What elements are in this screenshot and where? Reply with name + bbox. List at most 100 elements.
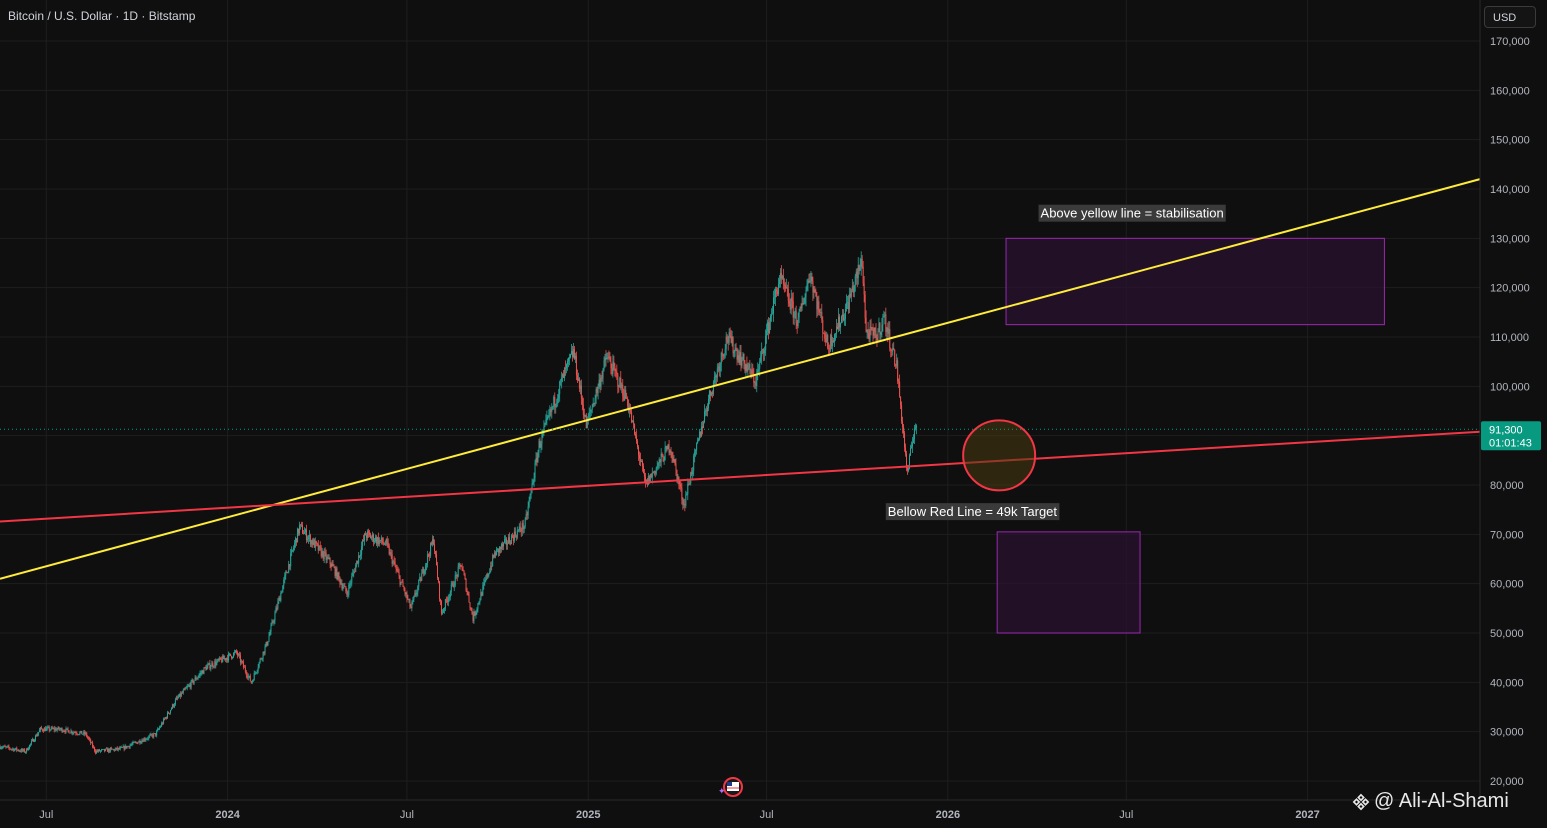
candle-body: [282, 585, 284, 593]
candle-body: [480, 592, 482, 601]
symbol-title[interactable]: Bitcoin / U.S. Dollar · 1D · Bitstamp: [8, 9, 196, 23]
candle-body: [412, 599, 414, 603]
candle-body: [804, 297, 806, 304]
candle-body: [829, 348, 831, 350]
candle-body: [144, 738, 146, 741]
target-zone-rect[interactable]: [1005, 237, 1385, 326]
candle-body: [888, 328, 890, 334]
candle-body: [765, 336, 767, 351]
candle-body: [287, 572, 289, 574]
candle-body: [630, 410, 632, 412]
candle-body: [281, 592, 283, 594]
price-axis-panel[interactable]: [1480, 0, 1547, 800]
candle-body: [582, 404, 584, 415]
candle-body: [203, 667, 205, 674]
candle-body: [314, 541, 316, 548]
candle-body: [237, 654, 239, 656]
candle-body: [252, 680, 254, 682]
candle-body: [474, 611, 476, 616]
candle-body: [772, 313, 774, 315]
candle-body: [290, 553, 292, 567]
trendlines[interactable]: [0, 178, 1481, 580]
candle-body: [10, 748, 12, 750]
candle-body: [255, 672, 257, 674]
annotation-labels[interactable]: Above yellow line = stabilisation Bellow …: [885, 204, 1226, 521]
candle-body: [300, 524, 302, 526]
candle-body: [854, 275, 856, 286]
candle-body: [149, 735, 151, 737]
candle-body: [736, 349, 738, 360]
candle-body: [182, 690, 184, 693]
candle-body: [152, 734, 154, 737]
rectangle-zones[interactable]: [996, 237, 1385, 634]
candle-body: [165, 717, 167, 719]
candle-body: [62, 731, 64, 732]
candle-body: [729, 332, 731, 336]
candle-body: [280, 592, 282, 601]
candle-body: [204, 667, 206, 669]
yellow-trendline[interactable]: [0, 178, 1481, 580]
candle-body: [909, 447, 911, 456]
candle-body: [79, 732, 81, 735]
candle-body: [617, 374, 619, 387]
candle-body: [116, 747, 118, 750]
candle-body: [409, 599, 411, 607]
candle-body: [383, 543, 385, 545]
candle-body: [164, 718, 166, 720]
candle-body: [254, 672, 256, 674]
highlight-circle[interactable]: [962, 419, 1037, 492]
candle-body: [771, 314, 773, 316]
candle-body: [212, 663, 214, 667]
candle-body: [256, 670, 258, 673]
candle-body: [638, 455, 640, 459]
candle-body: [318, 545, 320, 551]
candle-body: [863, 283, 865, 295]
candle-body: [752, 369, 754, 375]
candle-body: [531, 483, 533, 489]
candle-body: [818, 301, 820, 313]
candle-body: [756, 374, 758, 386]
candle-body: [472, 614, 474, 621]
candle-body: [141, 740, 143, 743]
target-zone-rect[interactable]: [996, 531, 1141, 634]
annotation-label[interactable]: Bellow Red Line = 49k Target: [885, 503, 1060, 521]
candle-body: [594, 398, 596, 405]
candle-body: [357, 560, 359, 564]
red-trendline[interactable]: [0, 430, 1481, 523]
candle-body: [598, 379, 600, 386]
candle-body: [621, 384, 623, 389]
currency-selector[interactable]: USD: [1484, 6, 1536, 28]
candle-body: [602, 369, 604, 379]
candle-body: [580, 385, 582, 399]
candle-body: [460, 564, 462, 567]
candle-body: [74, 732, 76, 734]
candle-body: [108, 748, 110, 752]
candle-body: [434, 544, 436, 552]
candle-body: [63, 731, 65, 732]
candle-body: [532, 482, 534, 484]
candle-body: [76, 733, 78, 735]
candle-body: [593, 403, 595, 405]
candle-body: [416, 592, 418, 595]
candle-body: [304, 529, 306, 533]
candle-body: [350, 582, 352, 584]
annotation-label[interactable]: Above yellow line = stabilisation: [1038, 204, 1226, 222]
candle-body: [453, 585, 455, 588]
candle-body: [202, 670, 204, 674]
candle-body: [35, 735, 37, 737]
price-tick-label: 110,000: [1490, 332, 1529, 344]
candle-body: [742, 353, 744, 360]
price-tick-label: 150,000: [1490, 135, 1530, 147]
candle-body: [98, 749, 100, 752]
event-flag-icon[interactable]: ✦: [718, 777, 743, 797]
candle-body: [137, 742, 139, 744]
candle-body: [234, 650, 236, 653]
candle-body: [687, 483, 689, 495]
candle-body: [476, 608, 478, 612]
candle-body: [121, 747, 123, 749]
highlight-ellipse[interactable]: [962, 419, 1037, 492]
candle-body: [701, 426, 703, 437]
candle-body: [539, 441, 541, 448]
